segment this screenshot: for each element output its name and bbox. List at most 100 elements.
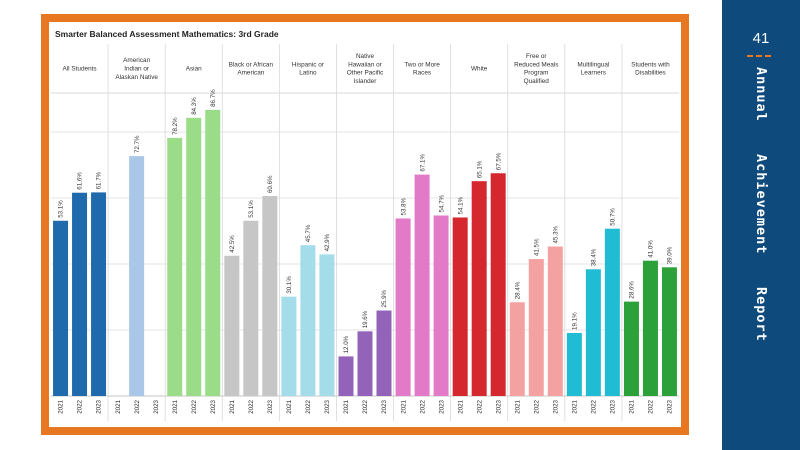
bar-value-label: 78.2% <box>172 117 179 135</box>
year-tick-label: 2022 <box>248 399 255 413</box>
bar-value-label: 72.7% <box>134 135 141 153</box>
bar-value-label: 53.1% <box>248 200 255 218</box>
year-tick-label: 2023 <box>210 399 217 413</box>
side-panel <box>722 0 800 450</box>
bar-value-label: 60.6% <box>267 175 274 193</box>
year-tick-label: 2021 <box>343 399 350 413</box>
group-label: Students with Disabilities <box>631 61 670 76</box>
year-tick-label: 2021 <box>172 399 179 413</box>
bar-value-label: 12.0% <box>343 335 350 353</box>
bar-value-label: 28.6% <box>629 281 636 299</box>
bar <box>623 301 639 396</box>
page-number-divider <box>747 55 771 57</box>
report-title-word-report: Report <box>753 287 769 342</box>
group-label-line: Multilingual <box>577 61 609 68</box>
group-label-line: Alaskan Native <box>115 74 158 81</box>
year-tick-label: 2022 <box>134 399 141 413</box>
year-tick-label: 2021 <box>229 399 236 413</box>
bar <box>509 302 525 396</box>
bar <box>490 173 506 396</box>
group-label-line: Two or More <box>404 61 440 68</box>
report-title-word-achievement: Achievement <box>753 154 769 255</box>
group-label-line: White <box>471 66 488 73</box>
year-tick-label: 2021 <box>115 399 122 413</box>
bar-value-label: 61.7% <box>96 171 103 189</box>
bar-value-label: 45.3% <box>552 225 559 243</box>
group-label: Hispanic or Latino <box>292 61 325 76</box>
bar <box>414 174 430 396</box>
year-tick-label: 2023 <box>153 399 160 413</box>
group-label: Native Hawaiian or Other Pacific Islander <box>347 53 384 85</box>
group-label: Asian <box>186 66 202 73</box>
year-tick-label: 2022 <box>591 399 598 413</box>
year-tick-label: 2021 <box>629 399 636 413</box>
year-tick-label: 2023 <box>552 399 559 413</box>
bar-value-label: 42.5% <box>229 235 236 253</box>
group-label-line: Asian <box>186 66 202 73</box>
bar-value-label: 45.7% <box>305 224 312 242</box>
report-title: Annual Achievement Report <box>750 67 772 342</box>
group-label-line: American <box>237 70 264 77</box>
bar-value-label: 61.6% <box>77 172 84 190</box>
year-tick-label: 2022 <box>648 399 655 413</box>
page-number: 41 <box>752 30 770 47</box>
bar-value-label: 38.4% <box>591 248 598 266</box>
bar <box>300 245 316 396</box>
bar <box>91 192 107 396</box>
year-tick-label: 2023 <box>381 399 388 413</box>
group-label-line: Latino <box>299 70 317 77</box>
bar <box>72 192 88 396</box>
year-tick-label: 2023 <box>610 399 617 413</box>
year-tick-label: 2022 <box>419 399 426 413</box>
year-tick-label: 2021 <box>572 399 579 413</box>
bar <box>471 181 487 396</box>
year-tick-label: 2021 <box>457 399 464 413</box>
bar-value-label: 54.7% <box>438 194 445 212</box>
bar <box>376 310 392 396</box>
bar-value-label: 30.1% <box>286 276 293 294</box>
bar <box>395 218 411 396</box>
bar <box>547 246 563 396</box>
group-label-line: Disabilities <box>635 70 666 77</box>
bar-value-label: 42.9% <box>324 233 331 251</box>
group-label-line: Other Pacific <box>347 70 384 77</box>
group-label-line: Reduced Meals <box>514 61 558 68</box>
group-label: Black or African American <box>229 61 274 76</box>
bar <box>452 217 468 396</box>
year-tick-label: 2021 <box>286 399 293 413</box>
group-label-line: Islander <box>354 78 378 85</box>
group-label: Free or Reduced Meals Program Qualified <box>514 53 558 85</box>
year-tick-label: 2023 <box>495 399 502 413</box>
group-label: White <box>471 66 488 73</box>
bar-value-label: 53.8% <box>400 197 407 215</box>
bar <box>281 296 297 396</box>
year-tick-label: 2022 <box>305 399 312 413</box>
bar <box>528 259 544 396</box>
bar-value-label: 25.9% <box>381 289 388 307</box>
bar-value-label: 53.1% <box>58 200 65 218</box>
bar <box>433 215 449 396</box>
year-tick-label: 2023 <box>438 399 445 413</box>
group-label-line: Qualified <box>524 78 550 85</box>
year-tick-label: 2021 <box>400 399 407 413</box>
bar-value-label: 19.6% <box>362 310 369 328</box>
bar <box>53 220 69 396</box>
group-label-line: Hispanic or <box>292 61 325 68</box>
bar <box>243 220 259 396</box>
year-tick-label: 2022 <box>191 399 198 413</box>
bar <box>661 267 677 396</box>
year-tick-label: 2021 <box>514 399 521 413</box>
year-tick-label: 2022 <box>77 399 84 413</box>
group-label: Multilingual Learners <box>577 61 609 76</box>
year-tick-label: 2022 <box>362 399 369 413</box>
bar-value-label: 19.1% <box>572 312 579 330</box>
report-title-word-annual: Annual <box>753 67 769 122</box>
year-tick-label: 2023 <box>267 399 274 413</box>
group-label-line: Native <box>356 53 375 60</box>
bar <box>642 260 658 396</box>
year-tick-label: 2022 <box>533 399 540 413</box>
bar-value-label: 65.1% <box>476 160 483 178</box>
chart-title: Smarter Balanced Assessment Mathematics:… <box>55 29 279 39</box>
group-label: Two or More Races <box>404 61 440 76</box>
group-label-line: Program <box>524 70 549 77</box>
